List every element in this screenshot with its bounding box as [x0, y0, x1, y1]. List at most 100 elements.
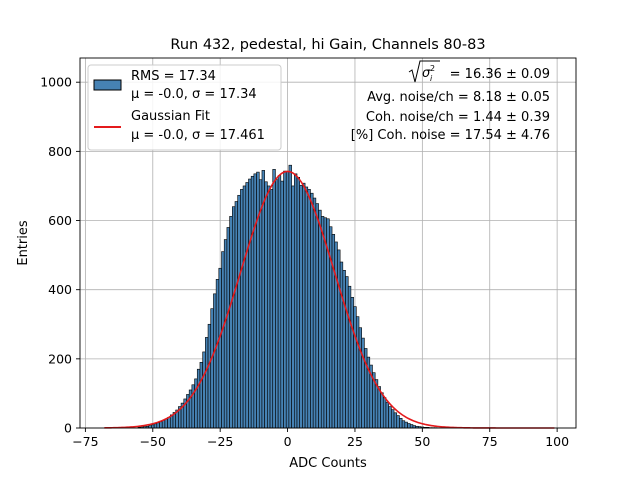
histogram-bar — [304, 186, 309, 429]
sigma-exponent: 2 — [430, 64, 435, 73]
histogram-bar — [164, 418, 168, 429]
x-tick-label: −50 — [140, 434, 166, 449]
histogram-bar — [399, 418, 403, 429]
histogram-bar — [337, 249, 341, 429]
histogram-bar — [199, 361, 203, 429]
histogram-bar — [215, 279, 220, 429]
legend: RMS = 17.34 μ = -0.0, σ = 17.34 Gaussian… — [87, 64, 282, 151]
histogram-bar — [253, 173, 257, 429]
histogram-bar — [269, 189, 274, 429]
histogram-bar — [407, 423, 411, 429]
histogram-bar — [202, 351, 206, 429]
histogram-bar — [218, 267, 222, 429]
histogram-bar — [275, 179, 279, 429]
sigma-subscript: i — [430, 74, 433, 83]
histogram-bar — [358, 327, 362, 429]
histogram-bar — [302, 182, 306, 429]
histogram-bar — [283, 170, 287, 429]
histogram-bar — [361, 337, 365, 429]
x-axis-ticks: −75 −50 −25 0 25 50 75 100 — [72, 428, 569, 449]
histogram-bar — [285, 171, 290, 429]
x-axis-label: ADC Counts — [289, 456, 367, 471]
histogram-bar — [196, 368, 201, 429]
histogram-bar — [315, 203, 319, 429]
coh-noise-pct-annotation: [%] Coh. noise = 17.54 ± 4.76 — [351, 128, 550, 143]
histogram-bar — [345, 276, 349, 429]
histogram-bar — [223, 239, 228, 429]
plot-frame — [79, 57, 577, 429]
legend-fit-params: μ = -0.0, σ = 17.461 — [131, 128, 265, 143]
histogram-bar — [261, 170, 265, 429]
histogram-bar — [385, 402, 389, 429]
y-tick-label: 1000 — [40, 75, 72, 90]
histogram-bar — [240, 189, 244, 429]
histogram-bar — [391, 409, 395, 429]
histogram-bar — [296, 176, 300, 429]
y-axis-ticks: 0 200 400 600 800 1000 — [40, 75, 80, 436]
histogram-bar — [159, 421, 163, 429]
histogram-bar — [207, 323, 212, 429]
histogram-bar — [350, 296, 354, 429]
histogram-bar — [234, 201, 238, 429]
histogram-bar — [267, 185, 271, 429]
noise-annotations: σ 2 i = 16.36 ± 0.09 Avg. noise/ch = 8.1… — [351, 60, 550, 143]
histogram-bar — [229, 216, 233, 429]
histogram-bar — [272, 169, 276, 429]
histogram-bar — [401, 420, 406, 429]
histogram-bar — [310, 192, 314, 429]
histogram-bar — [205, 337, 209, 429]
histogram-bar — [156, 422, 160, 429]
histogram-bar — [258, 179, 263, 429]
x-tick-label: 50 — [414, 434, 430, 449]
histogram-bar — [294, 173, 298, 429]
histogram-bar — [380, 392, 384, 429]
histogram-bar — [312, 197, 317, 429]
histogram-bar — [245, 182, 249, 429]
histogram-bar — [250, 175, 255, 429]
histogram-bar — [356, 316, 360, 429]
legend-rms-params: μ = -0.0, σ = 17.34 — [131, 87, 257, 102]
histogram-bar — [210, 308, 214, 429]
histogram-bar — [153, 423, 158, 429]
y-tick-label: 800 — [48, 144, 72, 159]
histogram-bar — [382, 397, 387, 429]
sigma-value: = 16.36 ± 0.09 — [450, 67, 550, 82]
coh-noise-annotation: Coh. noise/ch = 1.44 ± 0.39 — [366, 110, 550, 125]
histogram-bar — [320, 216, 325, 429]
histogram-bar — [291, 185, 295, 429]
histogram-bar — [307, 189, 311, 429]
x-tick-label: −25 — [207, 434, 233, 449]
legend-fit-label: Gaussian Fit — [131, 109, 210, 124]
y-tick-label: 400 — [48, 282, 72, 297]
sigma-i-symbol: σ 2 i — [408, 60, 440, 83]
histogram-bar — [242, 185, 247, 429]
histogram-bar — [404, 421, 408, 429]
histogram-bar — [388, 406, 392, 429]
y-tick-label: 200 — [48, 351, 72, 366]
histogram-bar — [334, 241, 338, 429]
sqrt-sign-icon — [408, 60, 440, 83]
sigma-glyph: σ — [422, 66, 431, 81]
histogram-bar — [194, 378, 198, 429]
y-tick-label: 0 — [64, 421, 72, 436]
x-tick-label: 100 — [545, 434, 569, 449]
y-tick-label: 600 — [48, 213, 72, 228]
legend-histogram-swatch — [93, 79, 122, 91]
histogram-bar — [339, 261, 344, 429]
histogram-bar — [213, 293, 217, 429]
histogram-bar — [288, 164, 292, 429]
legend-box — [87, 64, 282, 151]
histogram-bar — [248, 178, 252, 429]
histogram-bar — [264, 181, 268, 429]
avg-noise-annotation: Avg. noise/ch = 8.18 ± 0.05 — [367, 90, 550, 105]
histogram-bar — [377, 386, 381, 429]
histogram-bar — [396, 415, 400, 429]
histogram-bar — [277, 175, 282, 429]
histogram-bar — [409, 424, 414, 429]
x-tick-label: −75 — [72, 434, 98, 449]
histogram-bar — [323, 217, 327, 429]
histogram-bar — [393, 412, 398, 429]
histogram-bar — [347, 285, 352, 429]
x-tick-label: 25 — [347, 434, 363, 449]
histogram-bar — [318, 209, 322, 429]
